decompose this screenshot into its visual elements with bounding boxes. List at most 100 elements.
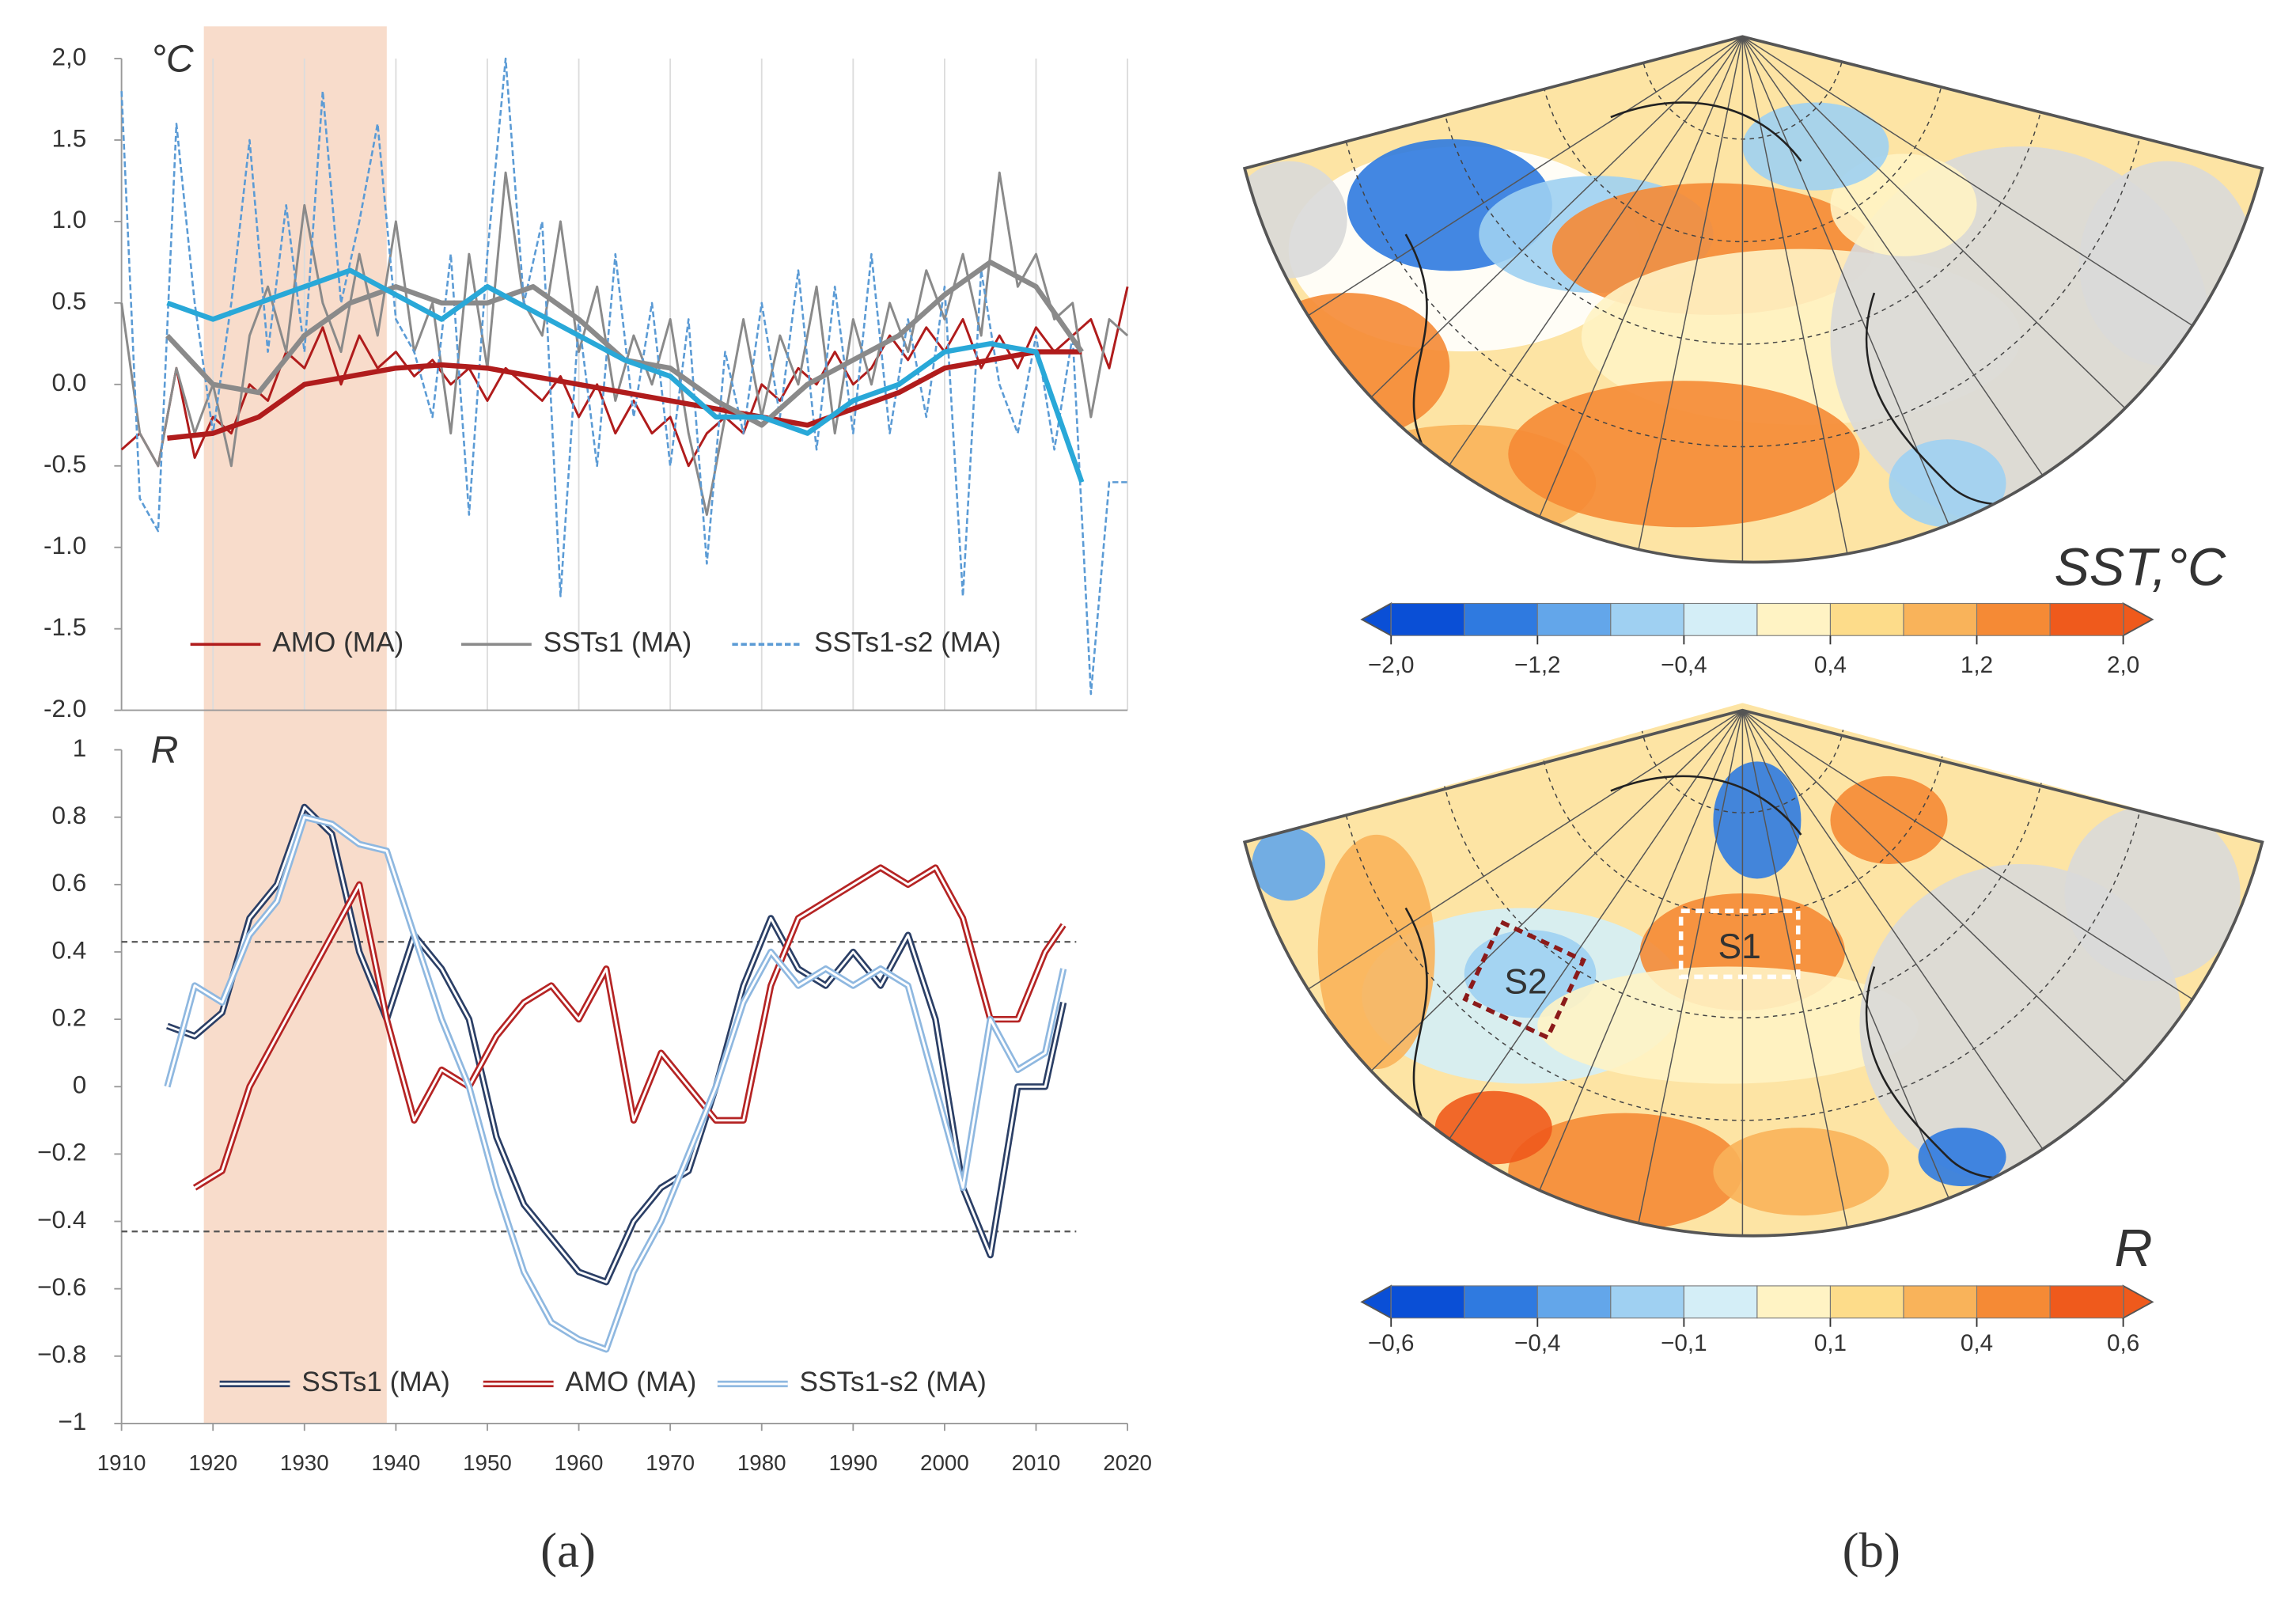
colorbar-bin xyxy=(1536,1285,1612,1319)
y-tick-label: -1.5 xyxy=(44,613,86,641)
colorbar-bin xyxy=(1756,602,1832,636)
colorbar-bin xyxy=(1829,602,1904,636)
meridian xyxy=(1742,709,2260,1044)
colorbar-tick-label: −0,1 xyxy=(1661,1330,1707,1356)
meridian xyxy=(1301,36,1743,466)
meridian xyxy=(1245,36,1743,370)
colorbar-title: R xyxy=(2115,1219,2153,1278)
colorbar-tick-label: 0,4 xyxy=(1961,1330,1993,1356)
x-tick-label: 1920 xyxy=(188,1450,237,1475)
x-tick-label: 1910 xyxy=(97,1450,146,1475)
meridian xyxy=(1620,710,1744,1236)
colorbar-bin xyxy=(1683,1285,1758,1319)
colorbar-arrow xyxy=(1360,1284,1392,1320)
map-outline xyxy=(1242,35,2264,564)
meridian xyxy=(1245,709,1743,1044)
y-tick-label: 1.5 xyxy=(51,124,86,152)
colorbar-bin xyxy=(1610,602,1684,636)
colorbar-arrow xyxy=(2122,1284,2154,1320)
x-tick-label: 1990 xyxy=(828,1450,877,1475)
map-outline xyxy=(1242,708,2264,1238)
colorbar-bin xyxy=(1390,1285,1465,1319)
colorbar-title: SST,°C xyxy=(2054,538,2226,597)
y-tick-label: -1.0 xyxy=(44,532,86,559)
legend-label: SSTs1 (MA) xyxy=(301,1367,450,1397)
colorbar-bin xyxy=(1536,602,1612,636)
legend-label: AMO (MA) xyxy=(565,1367,696,1397)
y-tick-label: −0.8 xyxy=(37,1340,86,1368)
map-field xyxy=(1830,775,1948,864)
map-field xyxy=(1918,1128,2006,1187)
map-field xyxy=(1713,1128,1889,1216)
colorbar-tick-label: 2,0 xyxy=(2107,652,2139,678)
y-tick-label: −0.2 xyxy=(37,1139,86,1166)
meridian xyxy=(1741,36,1983,563)
colorbar-tick-label: −2,0 xyxy=(1368,652,1414,678)
x-tick-label: 1980 xyxy=(737,1450,786,1475)
x-tick-label: 1940 xyxy=(372,1450,421,1475)
meridian xyxy=(1301,710,1743,1139)
y-tick-label: 1.0 xyxy=(51,206,86,233)
y-tick-label: -2.0 xyxy=(44,695,86,722)
meridian xyxy=(1741,36,2090,545)
highlight-span xyxy=(203,26,387,1424)
y-tick-label: 0.8 xyxy=(51,802,86,829)
y-tick-label: −0.4 xyxy=(37,1206,86,1234)
colorbar-bin xyxy=(1464,602,1538,636)
colorbar-bin xyxy=(1390,602,1465,636)
x-tick-label: 1950 xyxy=(463,1450,512,1475)
y-tick-label: 0.0 xyxy=(51,369,86,396)
map-field xyxy=(1537,966,1919,1084)
colorbar-bin xyxy=(1976,1285,2051,1319)
colorbar-bin xyxy=(1464,1285,1538,1319)
panel-label: (b) xyxy=(1843,1522,1900,1578)
legend-label: SSTs1 (MA) xyxy=(544,628,692,658)
colorbar-tick-label: 1,2 xyxy=(1961,652,1993,678)
colorbar-tick-label: −0,6 xyxy=(1368,1330,1414,1356)
meridian xyxy=(1741,36,2184,466)
y-tick-label: −0.6 xyxy=(37,1273,86,1301)
map-field xyxy=(1830,154,1977,256)
meridian xyxy=(1620,36,1744,563)
meridian xyxy=(1502,36,1744,563)
colorbar-tick-label: −0,4 xyxy=(1514,1330,1560,1356)
meridian xyxy=(1741,710,2184,1139)
colorbar-bin xyxy=(2049,602,2124,636)
x-tick-label: 1970 xyxy=(646,1450,695,1475)
map-field xyxy=(1434,1090,1552,1165)
meridian xyxy=(1502,710,1744,1236)
colorbar-arrow xyxy=(2122,601,2154,637)
map-field xyxy=(1508,381,1860,528)
colorbar-bin xyxy=(1976,602,2051,636)
series-line xyxy=(167,349,1082,441)
y-tick-label: 2,0 xyxy=(51,43,86,70)
meridian xyxy=(1394,36,1744,545)
meridian xyxy=(1741,710,1983,1236)
y-tick-label: −1 xyxy=(58,1408,86,1435)
x-tick-label: 1930 xyxy=(280,1450,329,1475)
y-axis-label: °C xyxy=(151,37,194,80)
x-tick-label: 2010 xyxy=(1012,1450,1061,1475)
legend-label: SSTs1-s2 (MA) xyxy=(800,1367,987,1397)
y-tick-label: 0.2 xyxy=(51,1003,86,1031)
region-box xyxy=(1678,908,1801,980)
y-axis-label: R xyxy=(151,729,179,772)
colorbar-bin xyxy=(1903,602,1978,636)
series-line xyxy=(120,171,1129,517)
colorbar-tick-label: −0,4 xyxy=(1661,652,1707,678)
meridian xyxy=(1741,710,1866,1236)
legend-label: AMO (MA) xyxy=(272,628,404,658)
region-label: S2 xyxy=(1504,962,1547,1001)
meridian xyxy=(1741,710,2090,1219)
colorbar-bin xyxy=(1683,602,1758,636)
colorbar-tick-label: 0,6 xyxy=(2107,1330,2139,1356)
colorbar-bin xyxy=(1829,1285,1904,1319)
meridian xyxy=(1394,710,1744,1219)
series-line-inner xyxy=(166,816,1065,1351)
y-tick-label: 1 xyxy=(73,734,87,762)
colorbar-bin xyxy=(1610,1285,1684,1319)
colorbar-tick-label: 0,4 xyxy=(1814,652,1847,678)
colorbar-tick-label: 0,1 xyxy=(1814,1330,1847,1356)
x-tick-label: 2000 xyxy=(920,1450,969,1475)
